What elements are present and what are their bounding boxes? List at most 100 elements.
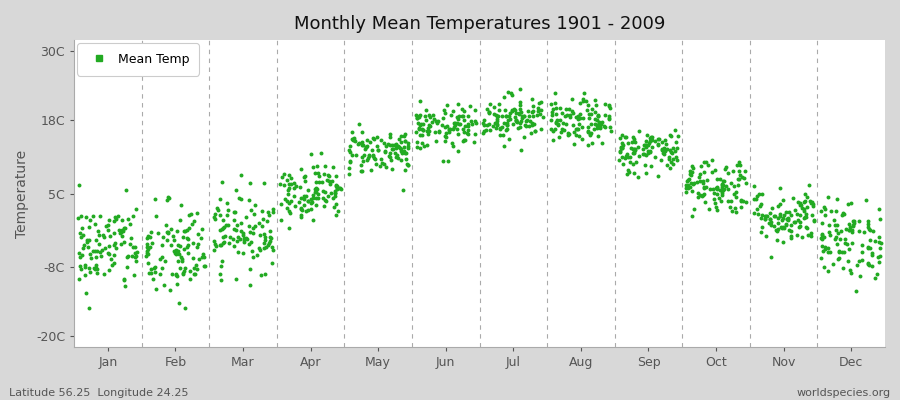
Point [645, 136, 660, 143]
Point [612, 157, 626, 163]
Point [798, 214, 813, 220]
Point [494, 124, 508, 130]
Point [662, 132, 677, 138]
Point [254, 272, 268, 278]
Point [117, 239, 131, 246]
Point [262, 212, 276, 218]
Point [281, 191, 295, 197]
Point [308, 189, 322, 195]
Point [274, 181, 288, 187]
Point [617, 155, 632, 162]
Point [90, 228, 104, 234]
Point [763, 216, 778, 222]
Point [413, 121, 428, 127]
Point [662, 156, 676, 162]
Point [368, 156, 382, 162]
Point [263, 233, 277, 240]
Point [461, 126, 475, 133]
Point [119, 187, 133, 193]
Point [410, 114, 425, 121]
Point [845, 229, 859, 235]
Point [396, 144, 410, 150]
Point [139, 253, 153, 259]
Point [214, 262, 229, 269]
Point [239, 214, 254, 221]
Point [324, 190, 338, 196]
Point [763, 222, 778, 228]
Point [194, 234, 208, 241]
Point [657, 146, 671, 152]
Point [792, 212, 806, 218]
Point [180, 227, 194, 234]
Point [70, 215, 85, 221]
Point [258, 236, 273, 243]
Point [255, 208, 269, 214]
Point [275, 174, 290, 181]
Point [358, 146, 373, 153]
Point [148, 268, 162, 275]
Point [304, 198, 319, 205]
Point [754, 224, 769, 230]
Point [76, 244, 91, 251]
Point [207, 247, 221, 253]
Point [256, 231, 271, 237]
Point [237, 236, 251, 243]
Point [658, 148, 672, 154]
Point [311, 195, 326, 202]
Point [294, 206, 309, 212]
Point [309, 179, 323, 185]
Point [619, 134, 634, 141]
Point [638, 142, 652, 148]
Point [492, 125, 507, 131]
Point [76, 232, 90, 238]
Point [352, 121, 366, 127]
Point [718, 166, 733, 172]
Point [784, 212, 798, 218]
Point [308, 186, 322, 192]
Point [694, 163, 708, 170]
Point [580, 124, 595, 130]
Point [618, 134, 633, 140]
Point [705, 169, 719, 175]
Point [241, 197, 256, 203]
Point [215, 240, 230, 246]
Point [645, 144, 660, 151]
Point [696, 178, 710, 184]
Point [428, 129, 443, 135]
Point [692, 174, 706, 180]
Point [354, 162, 368, 168]
Point [534, 126, 548, 132]
Point [382, 152, 396, 159]
Point [784, 222, 798, 228]
Point [366, 136, 381, 142]
Point [206, 238, 220, 244]
Point [598, 100, 612, 107]
Point [325, 177, 339, 184]
Point [873, 216, 887, 222]
Point [416, 120, 430, 127]
Point [566, 122, 580, 128]
Point [590, 122, 605, 128]
Point [148, 286, 163, 292]
Text: Latitude 56.25  Longitude 24.25: Latitude 56.25 Longitude 24.25 [9, 388, 188, 398]
Point [708, 204, 723, 210]
Point [501, 89, 516, 96]
Point [544, 125, 558, 132]
Point [104, 232, 118, 239]
Point [571, 113, 585, 119]
Point [501, 113, 516, 120]
Point [263, 227, 277, 234]
Point [554, 126, 569, 132]
Point [352, 140, 366, 146]
Point [598, 124, 612, 131]
Point [852, 228, 867, 234]
Point [183, 268, 197, 274]
Point [644, 134, 658, 140]
Point [590, 117, 604, 124]
Point [689, 178, 704, 185]
Point [447, 120, 462, 126]
Point [241, 223, 256, 230]
Point [297, 174, 311, 180]
Point [399, 150, 413, 156]
Point [827, 236, 842, 242]
